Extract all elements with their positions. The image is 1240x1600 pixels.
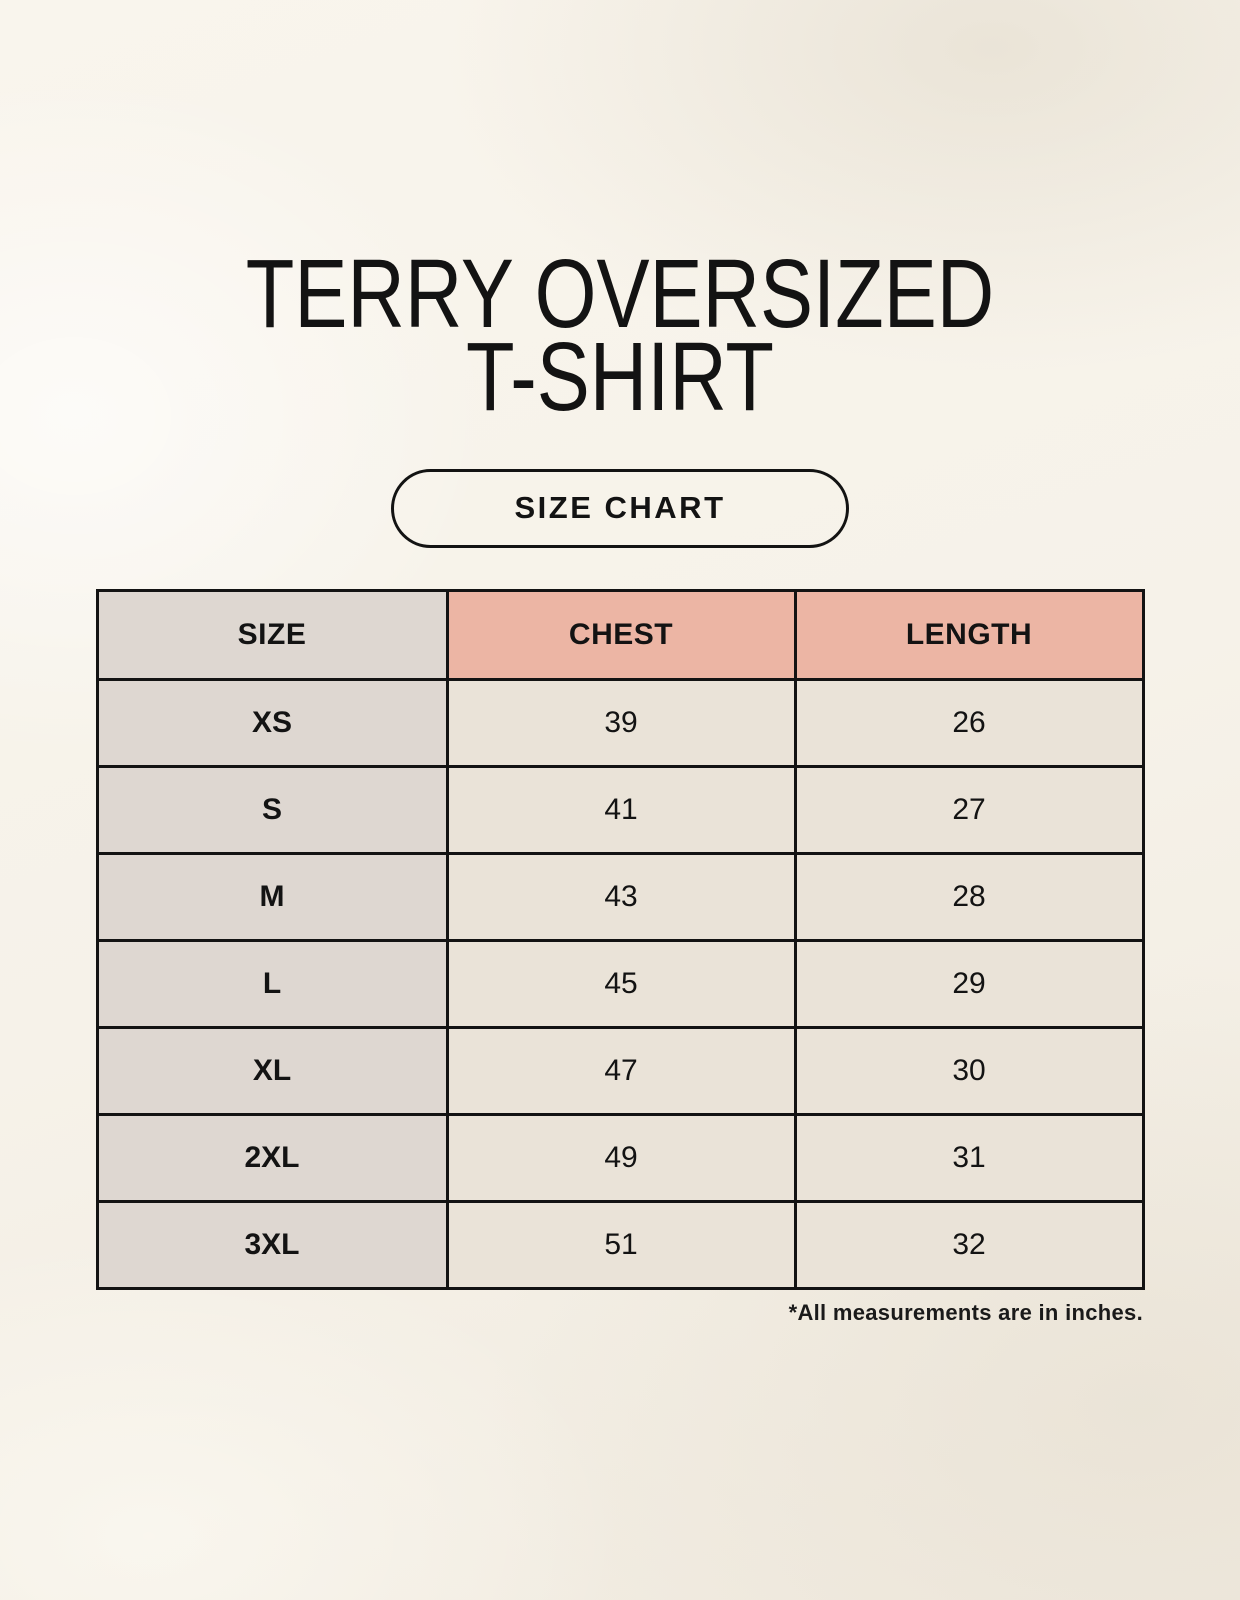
size-label: XS xyxy=(95,677,449,768)
table-row: S 41 27 xyxy=(95,764,1145,855)
size-chart-button-label: SIZE CHART xyxy=(514,490,726,526)
column-header-size: SIZE xyxy=(95,588,449,681)
table-row: M 43 28 xyxy=(95,851,1145,942)
table-row: L 45 29 xyxy=(95,938,1145,1029)
length-value: 31 xyxy=(793,1112,1145,1203)
chest-value: 45 xyxy=(445,938,797,1029)
length-value: 32 xyxy=(793,1199,1145,1290)
size-label: L xyxy=(95,938,449,1029)
size-label: XL xyxy=(95,1025,449,1116)
page-title: TERRY OVERSIZED T-SHIRT xyxy=(0,0,1240,432)
length-value: 29 xyxy=(793,938,1145,1029)
size-label: M xyxy=(95,851,449,942)
chest-value: 51 xyxy=(445,1199,797,1290)
table-row: 3XL 51 32 xyxy=(95,1199,1145,1290)
length-value: 28 xyxy=(793,851,1145,942)
length-value: 30 xyxy=(793,1025,1145,1116)
size-label: S xyxy=(95,764,449,855)
page-title-line-2: T-SHIRT xyxy=(466,322,774,432)
column-header-chest: CHEST xyxy=(445,588,797,681)
table-row: XS 39 26 xyxy=(95,677,1145,768)
table-row: XL 47 30 xyxy=(95,1025,1145,1116)
chest-value: 47 xyxy=(445,1025,797,1116)
size-chart-button[interactable]: SIZE CHART xyxy=(391,468,849,548)
page-header: TERRY OVERSIZED T-SHIRT SIZE CHART xyxy=(0,0,1240,548)
table-row: 2XL 49 31 xyxy=(95,1112,1145,1203)
chest-value: 43 xyxy=(445,851,797,942)
table-header-row: SIZE CHEST LENGTH xyxy=(95,588,1145,681)
length-value: 27 xyxy=(793,764,1145,855)
page-title-line-1: TERRY OVERSIZED xyxy=(245,239,995,348)
size-chart-table: SIZE CHEST LENGTH XS 39 26 S 41 27 M 43 … xyxy=(95,588,1145,1290)
column-header-length: LENGTH xyxy=(793,588,1145,681)
chest-value: 41 xyxy=(445,764,797,855)
chest-value: 39 xyxy=(445,677,797,768)
size-label: 3XL xyxy=(95,1199,449,1290)
size-label: 2XL xyxy=(95,1112,449,1203)
length-value: 26 xyxy=(793,677,1145,768)
measurements-footnote: *All measurements are in inches. xyxy=(788,1299,1143,1325)
chest-value: 49 xyxy=(445,1112,797,1203)
